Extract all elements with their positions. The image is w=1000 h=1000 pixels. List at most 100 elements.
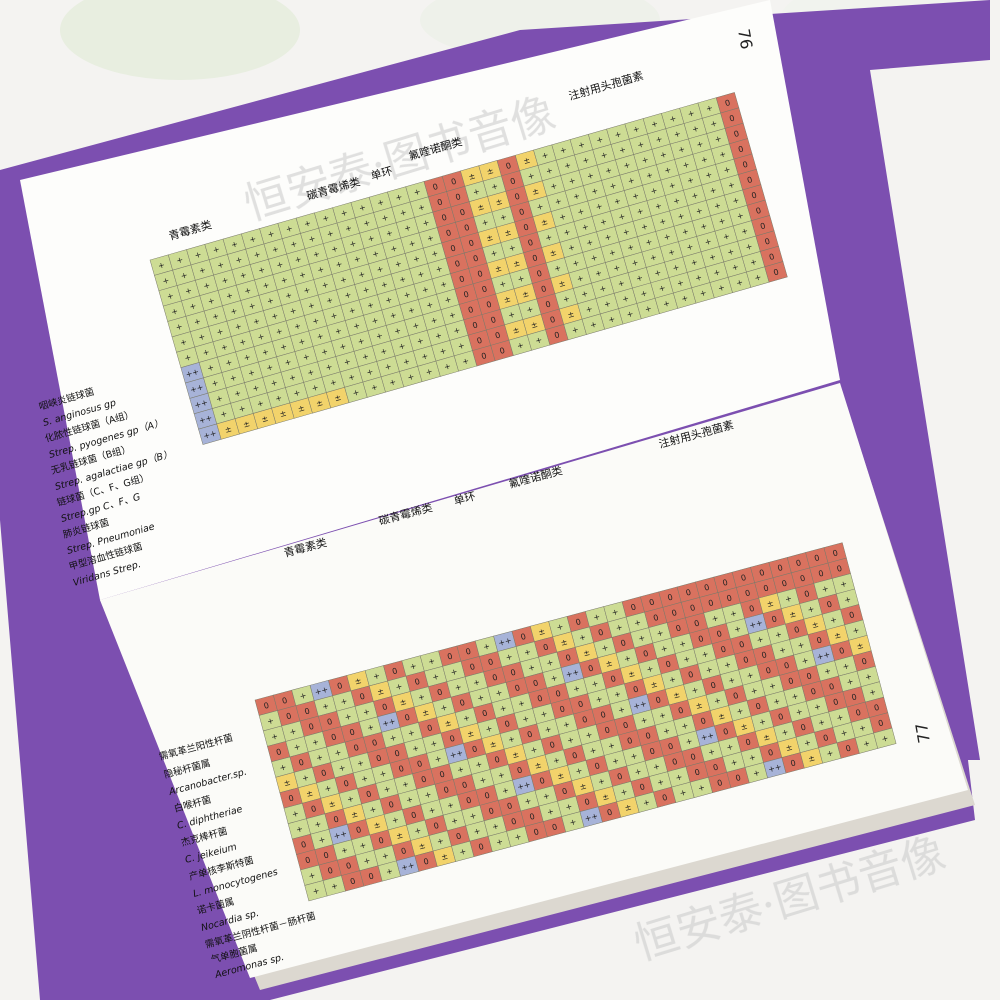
cell-symbol: + (687, 108, 696, 118)
cell-symbol: 0 (661, 793, 668, 803)
cell-symbol: + (740, 226, 749, 236)
cell-symbol: + (559, 145, 568, 155)
cell-symbol: + (266, 296, 275, 306)
cell-symbol: + (521, 714, 530, 724)
cell-symbol: + (257, 265, 266, 275)
cell-symbol: 0 (510, 668, 517, 678)
cell-symbol: + (530, 745, 539, 755)
cell-symbol: + (595, 201, 604, 211)
cell-symbol: + (256, 398, 265, 408)
cell-symbol: 0 (620, 638, 627, 648)
cell-symbol: 0 (540, 284, 547, 294)
cell-symbol: + (431, 672, 440, 682)
cell-symbol: 0 (665, 659, 672, 669)
cell-symbol: ± (494, 264, 503, 274)
cell-symbol: + (275, 260, 284, 270)
cell-symbol: + (202, 281, 211, 291)
cell-symbol: ++ (497, 636, 512, 648)
cell-symbol: 0 (553, 330, 560, 340)
cell-symbol: + (663, 232, 672, 242)
cell-symbol: + (338, 763, 347, 773)
cell-symbol: 0 (606, 808, 613, 818)
cell-symbol: + (330, 244, 339, 254)
cell-symbol: 0 (327, 866, 334, 876)
cell-symbol: 0 (539, 776, 546, 786)
cell-symbol: + (362, 218, 371, 228)
cell-symbol: + (745, 242, 754, 252)
cell-symbol: + (639, 288, 648, 298)
cell-symbol: ± (354, 676, 363, 686)
cell-symbol: ± (537, 627, 546, 637)
cell-symbol: + (320, 347, 329, 357)
cell-symbol: + (472, 677, 481, 687)
cell-symbol: 0 (855, 708, 862, 718)
cell-symbol: ++ (185, 367, 200, 379)
cell-symbol: + (545, 166, 554, 176)
cell-symbol: + (292, 388, 301, 398)
cell-symbol: + (630, 751, 639, 761)
cell-symbol: + (746, 670, 755, 680)
cell-symbol: + (308, 871, 317, 881)
cell-symbol: 0 (667, 741, 674, 751)
cell-symbol: ± (531, 186, 540, 196)
cell-symbol: + (797, 640, 806, 650)
cell-symbol: 0 (735, 773, 742, 783)
cell-symbol: 0 (368, 871, 375, 881)
cell-symbol: + (611, 607, 620, 617)
cell-symbol: + (435, 264, 444, 274)
cell-symbol: ± (315, 398, 324, 408)
cell-symbol: 0 (471, 744, 478, 754)
cell-symbol: + (346, 794, 355, 804)
cell-symbol: + (207, 296, 216, 306)
cell-symbol: + (668, 675, 677, 685)
cell-symbol: + (590, 186, 599, 196)
cell-symbol: + (612, 263, 621, 273)
cell-symbol: 0 (652, 613, 659, 623)
cell-symbol: + (668, 114, 677, 124)
cell-symbol: + (357, 269, 366, 279)
cell-symbol: 0 (505, 161, 512, 171)
cell-symbol: + (556, 622, 565, 632)
cell-symbol: + (298, 270, 307, 280)
cell-symbol: 0 (465, 647, 472, 657)
cell-symbol: + (803, 738, 812, 748)
cell-symbol: 0 (689, 603, 696, 613)
cell-symbol: + (562, 294, 571, 304)
cell-symbol: 0 (345, 861, 352, 871)
cell-symbol: + (750, 686, 759, 696)
cell-symbol: + (434, 754, 443, 764)
cell-symbol: + (569, 817, 578, 827)
cell-symbol: + (402, 356, 411, 366)
cell-symbol: + (680, 293, 689, 303)
cell-symbol: ± (695, 701, 704, 711)
cell-symbol: + (439, 346, 448, 356)
cell-symbol: + (252, 316, 261, 326)
cell-symbol: + (340, 208, 349, 218)
cell-symbol: + (549, 181, 558, 191)
cell-symbol: 0 (720, 645, 727, 655)
cell-symbol: + (682, 654, 691, 664)
cell-symbol: 0 (645, 731, 652, 741)
cell-symbol: 0 (485, 300, 492, 310)
cell-symbol: + (363, 856, 372, 866)
cell-symbol: + (184, 286, 193, 296)
cell-symbol: 0 (388, 800, 395, 810)
cell-symbol: + (403, 223, 412, 233)
cell-symbol: ± (605, 658, 614, 668)
cell-symbol: + (388, 377, 397, 387)
cell-symbol: + (525, 304, 534, 314)
cell-symbol: + (289, 727, 298, 737)
cell-symbol: 0 (326, 717, 333, 727)
cell-symbol: 0 (768, 252, 775, 262)
cell-symbol: + (344, 712, 353, 722)
cell-symbol: ++ (381, 717, 396, 729)
cell-symbol: + (348, 305, 357, 315)
cell-symbol: 0 (559, 704, 566, 714)
cell-symbol: + (324, 783, 333, 793)
cell-symbol: 0 (300, 840, 307, 850)
cell-symbol: + (650, 119, 659, 129)
cell-symbol: + (553, 263, 562, 273)
cell-symbol: 0 (461, 780, 468, 790)
cell-symbol: + (826, 748, 835, 758)
cell-symbol: + (211, 311, 220, 321)
